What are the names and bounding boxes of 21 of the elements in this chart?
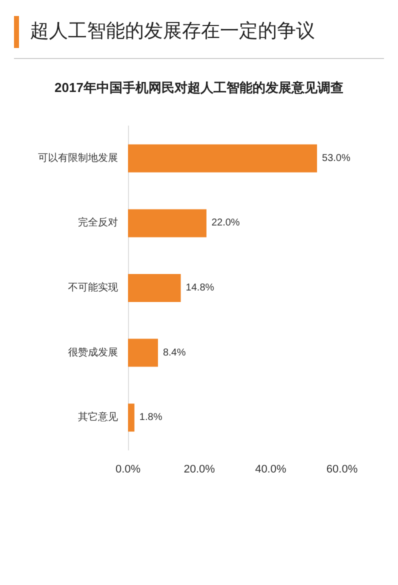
data-label: 53.0% [322,152,350,164]
y-tick-label: 不可能实现 [68,282,118,294]
bar [128,338,158,367]
bar [128,404,134,432]
y-tick-label: 很赞成发展 [68,346,118,358]
data-label: 14.8% [186,282,214,294]
bar [128,274,181,302]
data-label: 22.0% [211,218,240,229]
data-label: 8.4% [162,347,186,358]
x-tick-label: 0.0% [115,464,141,476]
x-tick-label: 20.0% [184,464,216,476]
x-tick-label: 40.0% [255,464,286,476]
data-label: 1.8% [139,412,162,424]
bar [128,209,206,238]
chart-subtitle: 2017年中国手机网民对超人工智能的发展意见调查 [54,80,344,95]
y-tick-label: 完全反对 [78,216,118,229]
x-tick-label: 60.0% [326,464,358,476]
bar [128,144,318,172]
chart-title: 超人工智能的发展存在一定的争议 [30,19,315,44]
y-tick-label: 可以有限制地发展 [38,152,118,164]
y-tick-label: 其它意见 [78,411,118,424]
